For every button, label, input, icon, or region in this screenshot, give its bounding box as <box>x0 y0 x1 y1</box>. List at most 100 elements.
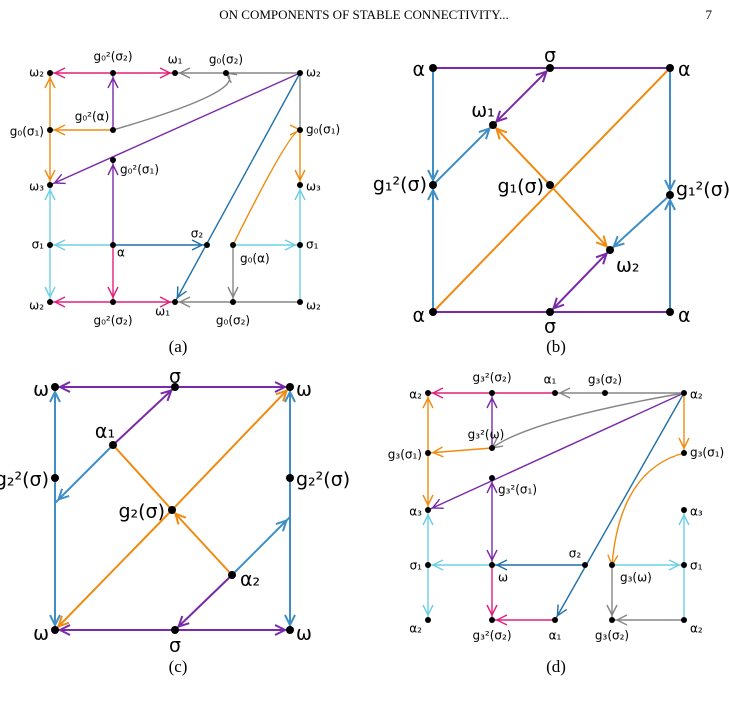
arrowhead <box>486 481 498 494</box>
arrowhead <box>274 381 288 393</box>
node <box>172 70 178 76</box>
node <box>51 626 59 634</box>
node <box>425 562 431 568</box>
arrowhead <box>49 389 61 403</box>
arrowhead <box>178 296 191 308</box>
arrowhead <box>159 296 172 308</box>
node-label: g₃(σ₁) <box>388 448 422 462</box>
arrowhead <box>595 235 609 248</box>
arrowhead <box>664 197 676 211</box>
arrowhead <box>284 614 296 628</box>
arrowhead <box>44 169 56 182</box>
curved-edge <box>232 129 301 246</box>
edge <box>492 67 551 126</box>
node-label: g₀(σ₂) <box>216 314 250 328</box>
node-label: g₃(ω) <box>620 571 652 585</box>
node <box>489 390 495 396</box>
node <box>230 299 236 305</box>
edge <box>432 124 494 186</box>
node-label: ω₃ <box>29 180 44 194</box>
node <box>429 181 437 189</box>
node-label: σ <box>169 366 181 388</box>
arrowhead <box>556 604 568 618</box>
node <box>51 474 59 482</box>
node <box>223 70 229 76</box>
node-label: g₀²(σ₁) <box>120 163 159 177</box>
node-label: g₂(σ) <box>118 501 165 523</box>
node <box>230 242 236 248</box>
node <box>168 506 176 514</box>
node <box>606 246 614 254</box>
node <box>429 64 437 72</box>
arrowhead <box>612 235 625 249</box>
arrowhead <box>294 169 306 182</box>
arrowhead <box>53 124 66 136</box>
node <box>171 383 179 391</box>
node <box>297 182 303 188</box>
node <box>297 242 303 248</box>
node-label: σ <box>544 316 556 338</box>
arrowhead <box>486 396 498 409</box>
node <box>489 562 495 568</box>
edge <box>171 386 291 511</box>
arrowhead <box>173 512 187 525</box>
node <box>582 562 588 568</box>
node-label: ω <box>296 379 312 401</box>
arrowhead <box>422 513 434 526</box>
node-label: ω <box>33 379 49 401</box>
arrowhead <box>284 239 297 251</box>
arrowhead <box>227 286 239 299</box>
arrowhead <box>427 187 439 201</box>
node-label: g₂²(σ) <box>296 469 350 491</box>
arrowhead <box>478 126 492 140</box>
node-label: g₁²(σ) <box>676 179 729 201</box>
node <box>681 390 687 396</box>
edge <box>54 444 114 504</box>
node <box>425 617 431 623</box>
node-label: σ₂ <box>191 227 204 241</box>
node-label: g₀(σ₁) <box>10 125 44 139</box>
node-label: α₁ <box>95 421 115 443</box>
node <box>425 450 431 456</box>
node <box>47 70 53 76</box>
arrowhead <box>107 163 119 176</box>
node-label: g₃(σ₁) <box>690 446 724 460</box>
node-label: g₀(σ₁) <box>306 123 340 137</box>
node-label: g₃²(σ₂) <box>472 629 511 643</box>
arrowhead <box>678 513 690 526</box>
node <box>429 308 437 316</box>
node <box>47 182 53 188</box>
node <box>609 617 615 623</box>
arrowhead <box>53 173 66 185</box>
node <box>297 299 303 305</box>
arrowhead <box>56 488 70 502</box>
node-label: g₁(σ) <box>497 176 544 198</box>
arrowhead <box>431 559 444 571</box>
node <box>110 157 116 163</box>
node <box>47 299 53 305</box>
arrowhead <box>159 67 172 79</box>
arrowhead <box>486 549 498 562</box>
edge <box>174 574 233 631</box>
node-label: ω <box>33 623 49 645</box>
node <box>286 626 294 634</box>
arrowhead <box>606 604 618 617</box>
node-label: α₂ <box>409 388 422 402</box>
node-label: σ₁ <box>690 559 703 573</box>
node-label: α₁ <box>549 629 562 643</box>
node-label: g₀²(σ₂) <box>93 314 132 328</box>
node <box>666 308 674 316</box>
edge <box>549 249 611 313</box>
panel-caption: (a) <box>169 337 188 356</box>
node <box>228 571 236 579</box>
arrowhead <box>431 498 444 510</box>
node <box>666 64 674 72</box>
arrowhead <box>56 615 70 629</box>
arrowhead <box>427 169 439 183</box>
arrowhead <box>176 286 187 299</box>
node-label: g₃²(σ₁) <box>498 483 537 497</box>
arrowhead <box>284 389 296 403</box>
arrowhead <box>668 559 681 571</box>
node <box>609 562 615 568</box>
